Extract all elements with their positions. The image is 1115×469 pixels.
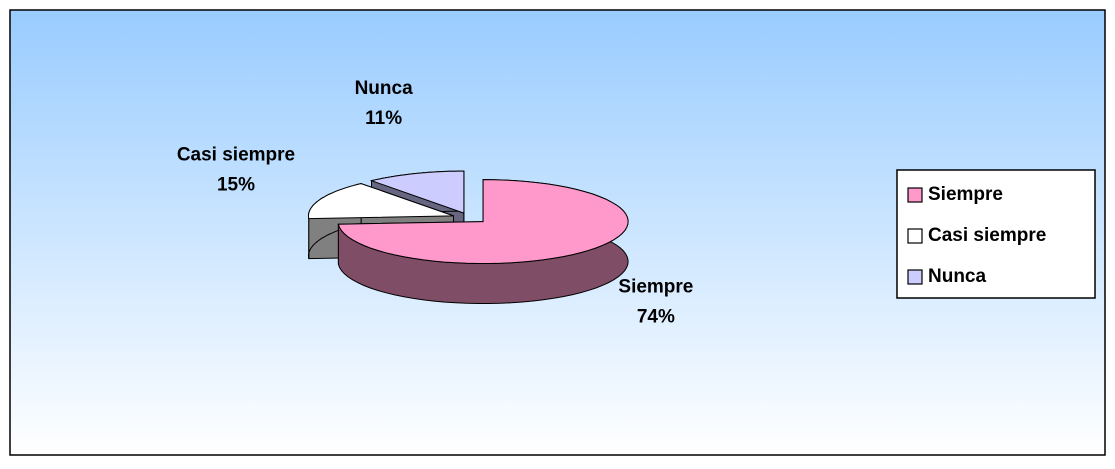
legend-label: Siempre: [928, 184, 1003, 205]
slice: [308, 183, 454, 220]
legend: [896, 169, 1096, 299]
legend-label: Nunca: [928, 266, 987, 287]
legend-swatch: [907, 269, 923, 285]
legend-label: Casi siempre: [928, 225, 1046, 246]
data-label-name: Siempre: [618, 277, 693, 298]
pie: Siempre 74% Casi siempre 15% Nunca 11%: [177, 78, 694, 327]
data-label-value: 74%: [637, 307, 675, 328]
slice: [337, 179, 629, 264]
legend-entries: Siempre Casi siempre Nunca: [907, 184, 1046, 287]
data-label-value: 15%: [217, 175, 255, 196]
legend-swatch: [907, 187, 923, 203]
data-label-name: Nunca: [355, 78, 414, 99]
legend-swatch: [907, 228, 923, 244]
slice: [369, 170, 465, 214]
data-label-value: 11%: [365, 108, 402, 129]
data-label-name: Casi siempre: [177, 145, 295, 166]
